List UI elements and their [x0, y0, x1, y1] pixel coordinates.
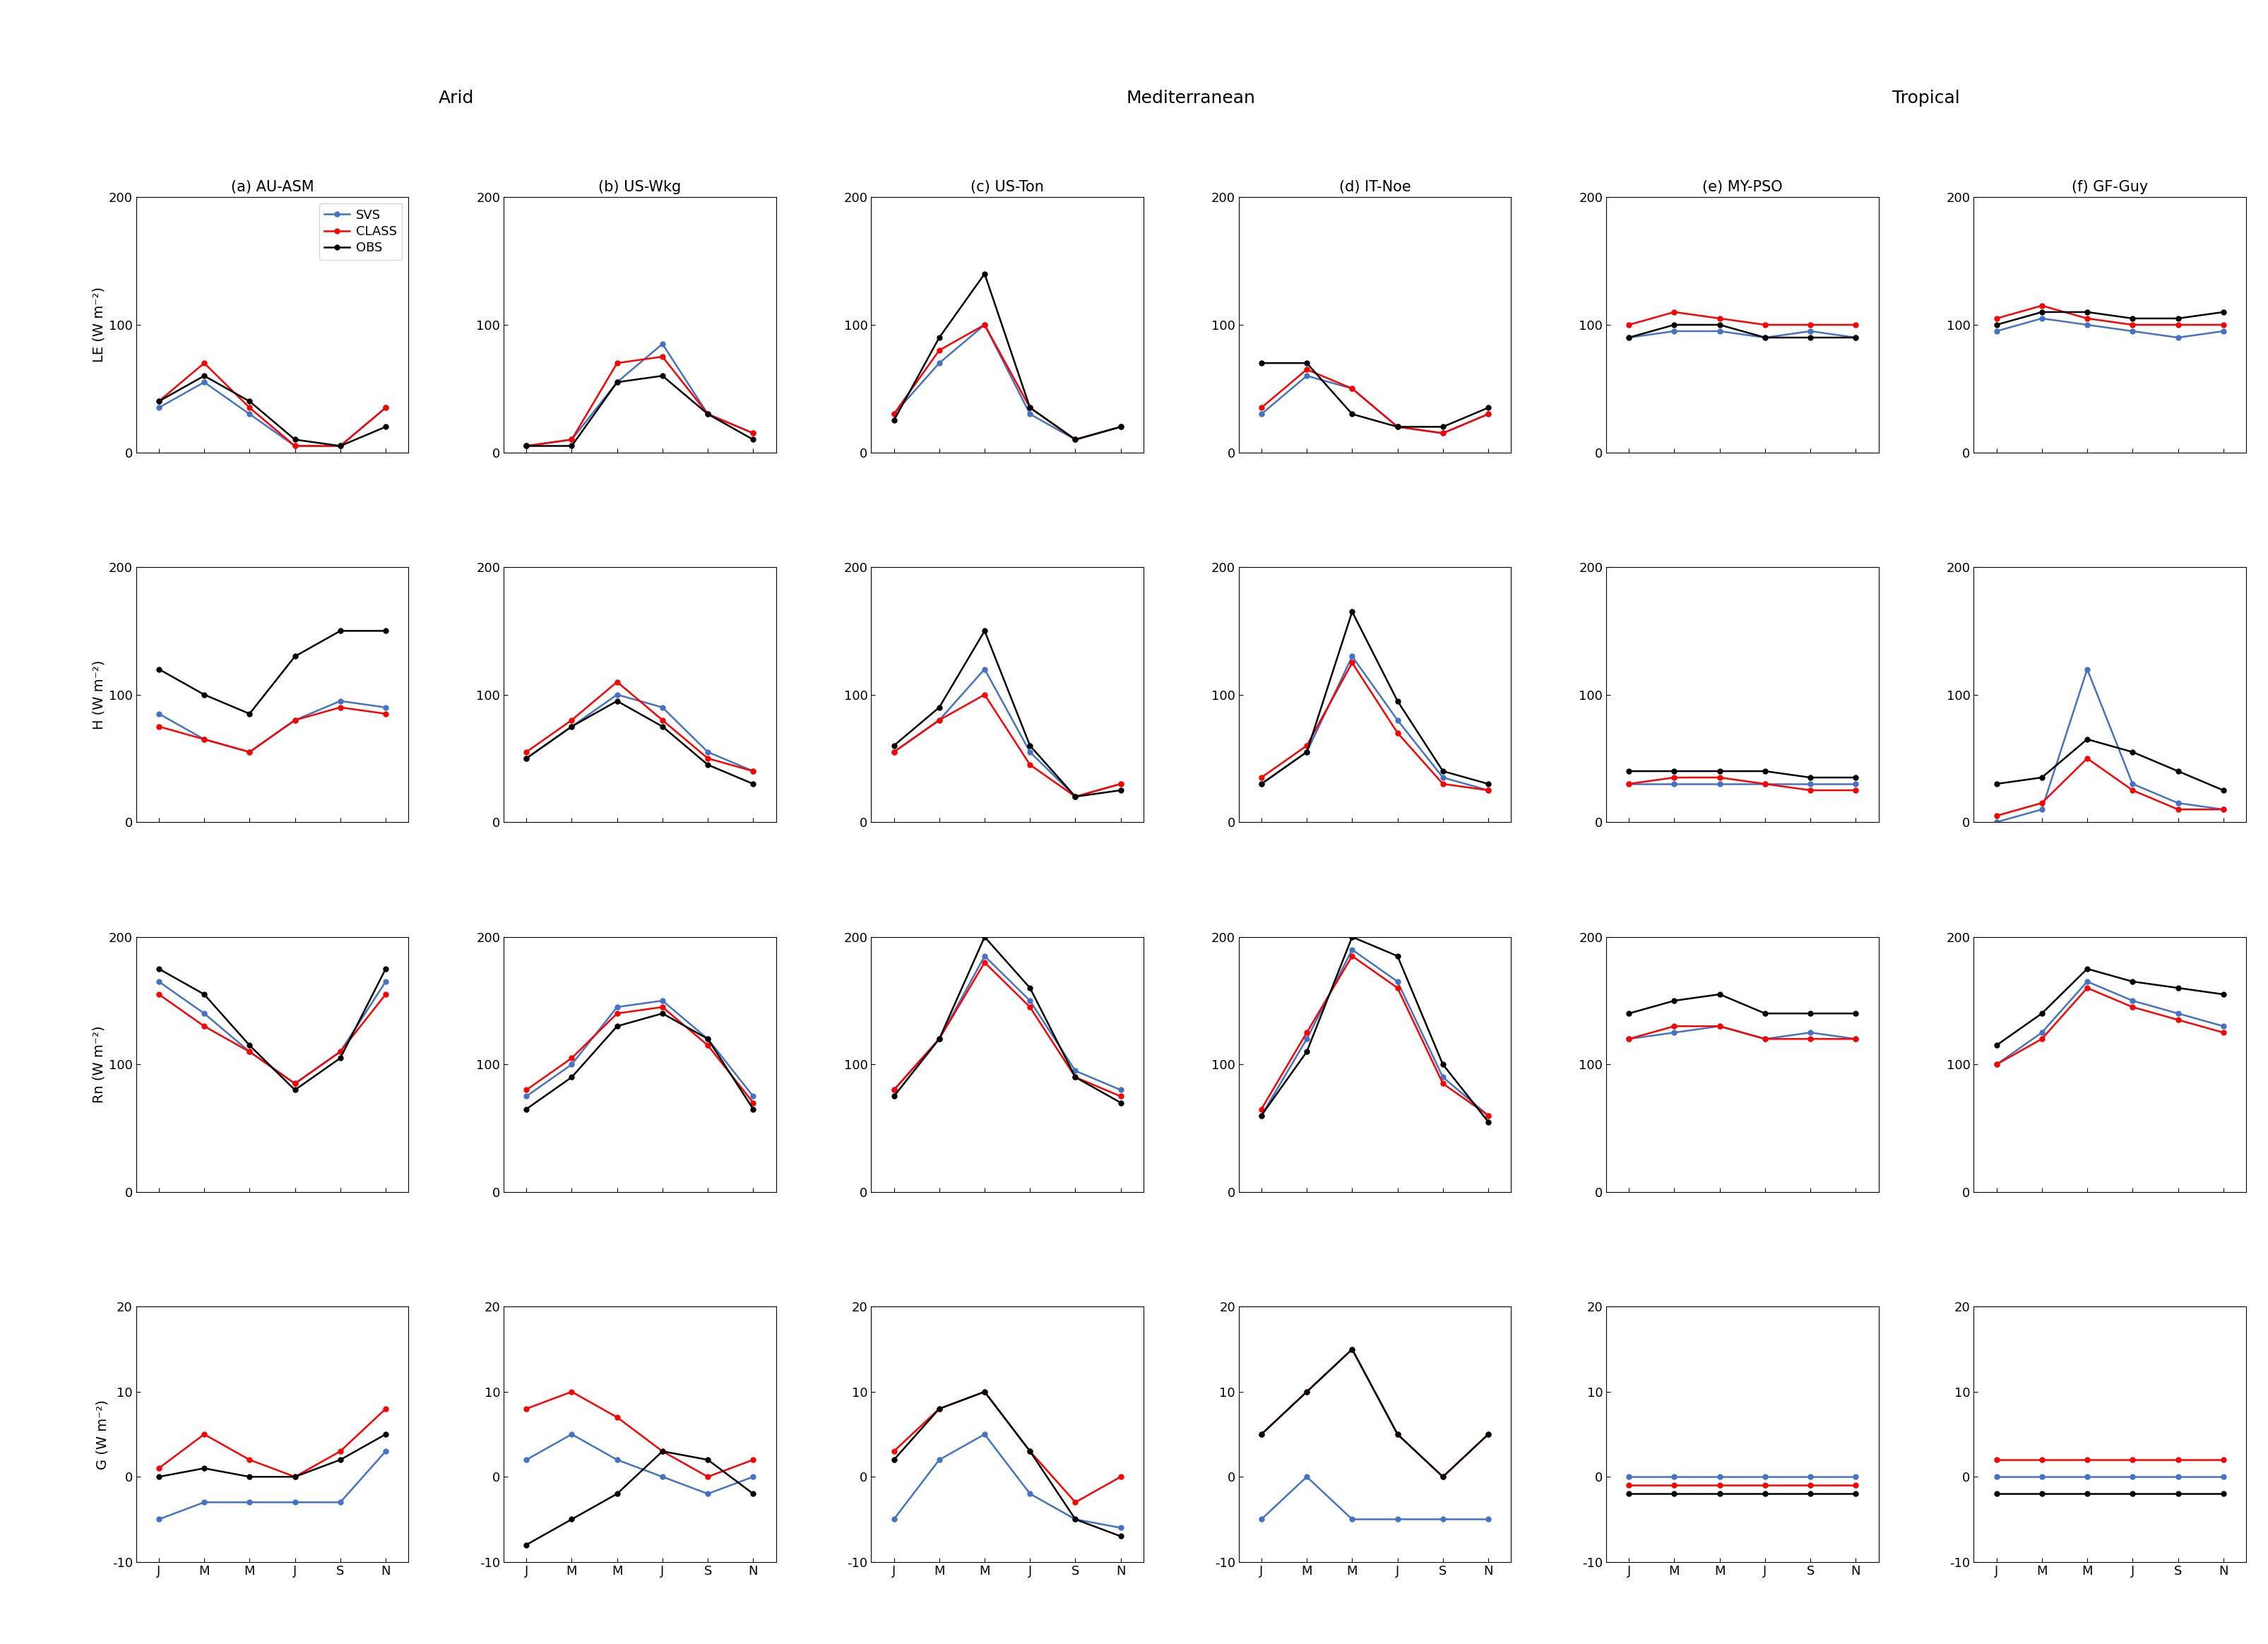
Title: (c) US-Ton: (c) US-Ton	[971, 181, 1043, 194]
Title: (d) IT-Noe: (d) IT-Noe	[1338, 181, 1411, 194]
Y-axis label: G (W m⁻²): G (W m⁻²)	[95, 1399, 109, 1470]
Text: Arid: Arid	[438, 90, 474, 107]
Title: (b) US-Wkg: (b) US-Wkg	[599, 181, 680, 194]
Legend: SVS, CLASS, OBS: SVS, CLASS, OBS	[320, 204, 401, 260]
Text: Mediterranean: Mediterranean	[1127, 90, 1254, 107]
Y-axis label: H (W m⁻²): H (W m⁻²)	[93, 659, 107, 730]
Title: (e) MY-PSO: (e) MY-PSO	[1701, 181, 1783, 194]
Title: (f) GF-Guy: (f) GF-Guy	[2071, 181, 2148, 194]
Title: (a) AU-ASM: (a) AU-ASM	[231, 181, 313, 194]
Y-axis label: Rn (W m⁻²): Rn (W m⁻²)	[93, 1026, 107, 1103]
Text: Tropical: Tropical	[1892, 90, 1960, 107]
Y-axis label: LE (W m⁻²): LE (W m⁻²)	[93, 288, 107, 363]
